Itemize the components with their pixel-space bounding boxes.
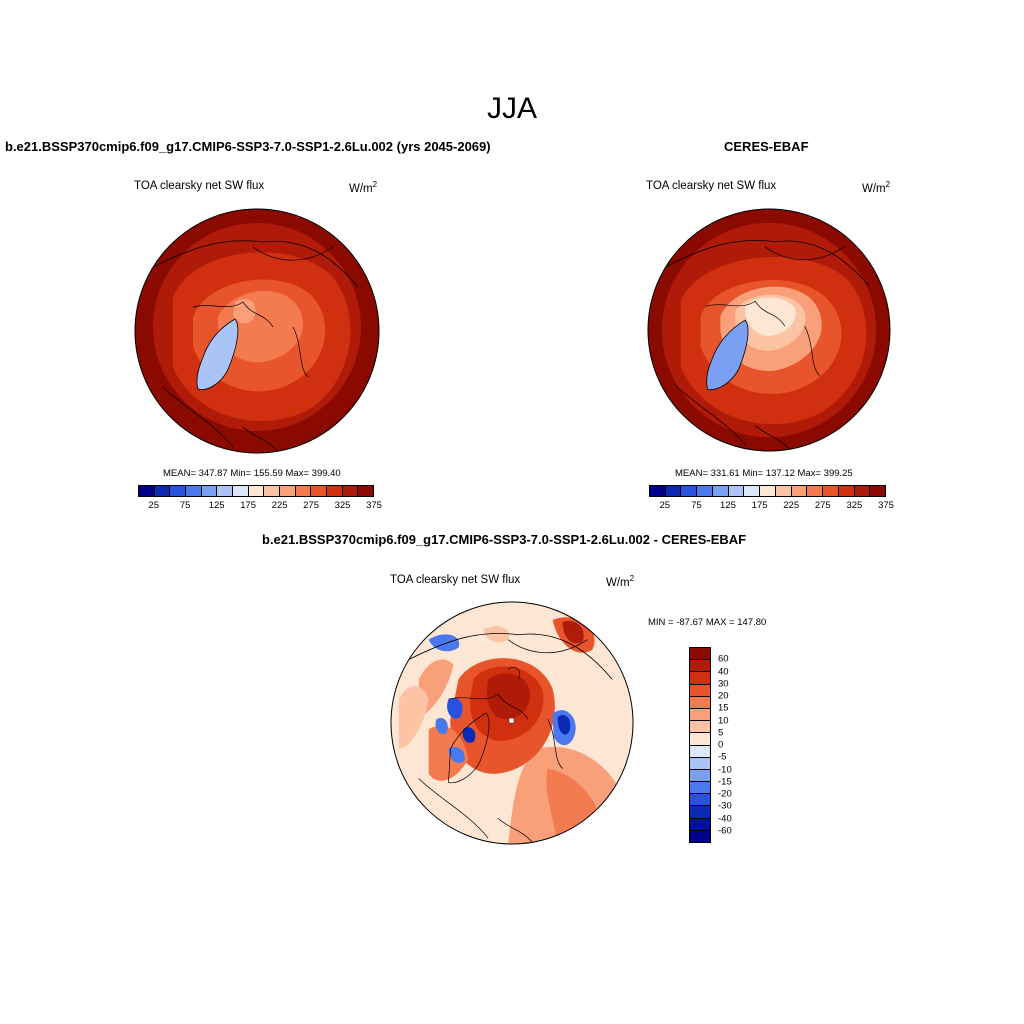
model-units-label: W/m2 bbox=[349, 180, 378, 195]
colorbar-swatch bbox=[154, 486, 171, 496]
colorbar-swatch bbox=[712, 486, 729, 496]
colorbar-tick-label: 275 bbox=[303, 500, 319, 511]
colorbar-swatch bbox=[690, 733, 710, 746]
model-colorbar: 25 75 125 175 225 275 325 375 bbox=[138, 485, 382, 511]
colorbar-tick-label: 10 bbox=[718, 715, 729, 726]
colorbar-swatch bbox=[295, 486, 312, 496]
colorbar-tick-label: -60 bbox=[718, 825, 732, 837]
colorbar-swatch bbox=[280, 486, 296, 496]
colorbar-tick-label: 225 bbox=[783, 500, 800, 511]
colorbar-swatch bbox=[690, 721, 710, 734]
colorbar-swatch bbox=[690, 806, 710, 819]
colorbar-swatch bbox=[807, 486, 824, 496]
colorbar-tick-label: 325 bbox=[334, 500, 351, 511]
colorbar-tick-label: 0 bbox=[718, 739, 724, 751]
diff-units-label: W/m2 bbox=[606, 574, 635, 589]
obs-units-label: W/m2 bbox=[862, 180, 891, 195]
diff-minmax: MIN = -87.67 MAX = 147.80 bbox=[648, 617, 767, 628]
colorbar-tick-label: 5 bbox=[718, 727, 724, 739]
colorbar-tick-label: -15 bbox=[718, 776, 732, 788]
season-title: JJA bbox=[486, 92, 537, 125]
colorbar-swatch bbox=[665, 486, 682, 496]
model-stats: MEAN= 347.87 Min= 155.59 Max= 399.40 bbox=[163, 468, 341, 479]
colorbar-swatch bbox=[760, 486, 776, 496]
colorbar-swatch bbox=[264, 486, 281, 496]
obs-polar-map bbox=[647, 208, 891, 452]
diff-colorbar-ticks: 60 40 30 20 15 10 5 0 -5 -10 -15 -20 -30 -40 -60 bbox=[718, 647, 758, 843]
colorbar-tick-label: 20 bbox=[718, 690, 729, 702]
colorbar-swatch bbox=[690, 782, 710, 795]
colorbar-swatch bbox=[233, 486, 249, 496]
colorbar-swatch bbox=[358, 486, 374, 496]
obs-variable-label: TOA clearsky net SW flux bbox=[646, 180, 777, 192]
colorbar-swatch bbox=[690, 818, 710, 831]
colorbar-swatch bbox=[690, 696, 710, 709]
colorbar-tick-label: 175 bbox=[240, 500, 257, 511]
obs-panel-title: CERES-EBAF bbox=[724, 139, 809, 154]
colorbar-swatch bbox=[690, 672, 710, 685]
colorbar-swatch bbox=[838, 486, 855, 496]
colorbar-tick-label: -30 bbox=[718, 800, 732, 812]
colorbar-tick-label: 40 bbox=[718, 666, 729, 677]
colorbar-swatch bbox=[690, 794, 710, 807]
colorbar-swatch bbox=[186, 486, 202, 496]
obs-colorbar: 25 75 125 175 225 275 325 375 bbox=[649, 485, 894, 511]
colorbar-tick-label: 125 bbox=[720, 500, 736, 511]
colorbar-swatch bbox=[139, 486, 155, 496]
colorbar-swatch bbox=[342, 486, 359, 496]
colorbar-swatch bbox=[728, 486, 745, 496]
colorbar-tick-label: 15 bbox=[718, 702, 729, 714]
colorbar-swatch bbox=[744, 486, 761, 496]
diff-polar-map bbox=[390, 601, 634, 845]
colorbar-swatch bbox=[870, 486, 886, 496]
diff-panel-title: b.e21.BSSP370cmip6.f09_g17.CMIP6-SSP3-7.… bbox=[262, 532, 747, 547]
diff-colorbar bbox=[689, 647, 711, 843]
colorbar-tick-label: 30 bbox=[718, 678, 729, 690]
colorbar-swatch bbox=[775, 486, 792, 496]
colorbar-tick-label: -10 bbox=[718, 764, 732, 775]
colorbar-swatch bbox=[248, 486, 265, 496]
colorbar-tick-label: 25 bbox=[148, 500, 160, 511]
diff-variable-label: TOA clearsky net SW flux bbox=[390, 574, 521, 586]
colorbar-swatch bbox=[690, 769, 710, 783]
colorbar-swatch bbox=[697, 486, 713, 496]
colorbar-swatch bbox=[690, 745, 710, 758]
colorbar-tick-label: 125 bbox=[208, 500, 225, 511]
colorbar-tick-label: 225 bbox=[271, 500, 288, 511]
colorbar-tick-label: 60 bbox=[718, 653, 729, 665]
colorbar-swatch bbox=[201, 486, 218, 496]
colorbar-tick-label: 75 bbox=[691, 500, 702, 511]
model-panel-title: b.e21.BSSP370cmip6.f09_g17.CMIP6-SSP3-7.… bbox=[5, 139, 491, 154]
colorbar-tick-label: -5 bbox=[718, 751, 727, 763]
colorbar-swatch bbox=[690, 660, 710, 673]
colorbar-tick-label: -20 bbox=[718, 788, 732, 800]
colorbar-swatch bbox=[170, 486, 187, 496]
colorbar-swatch bbox=[854, 486, 871, 496]
model-polar-map bbox=[134, 208, 380, 454]
colorbar-swatch bbox=[311, 486, 328, 496]
colorbar-swatch bbox=[823, 486, 839, 496]
colorbar-swatch bbox=[327, 486, 343, 496]
colorbar-tick-label: 25 bbox=[659, 500, 671, 511]
colorbar-swatch bbox=[791, 486, 808, 496]
colorbar-swatch bbox=[690, 684, 710, 697]
colorbar-swatch bbox=[650, 486, 666, 496]
colorbar-swatch bbox=[681, 486, 698, 496]
colorbar-tick-label: -40 bbox=[718, 813, 732, 824]
colorbar-swatch bbox=[690, 830, 710, 842]
colorbar-tick-label: 275 bbox=[814, 500, 831, 511]
colorbar-tick-label: 375 bbox=[878, 500, 894, 511]
obs-stats: MEAN= 331.61 Min= 137.12 Max= 399.25 bbox=[675, 468, 853, 479]
model-variable-label: TOA clearsky net SW flux bbox=[134, 180, 265, 192]
colorbar-swatch bbox=[217, 486, 234, 496]
colorbar-tick-label: 75 bbox=[179, 500, 191, 511]
colorbar-tick-label: 325 bbox=[846, 500, 863, 511]
colorbar-swatch bbox=[690, 757, 710, 770]
colorbar-swatch bbox=[690, 648, 710, 661]
colorbar-swatch bbox=[690, 708, 710, 722]
colorbar-tick-label: 175 bbox=[751, 500, 768, 511]
colorbar-tick-label: 375 bbox=[366, 500, 382, 511]
